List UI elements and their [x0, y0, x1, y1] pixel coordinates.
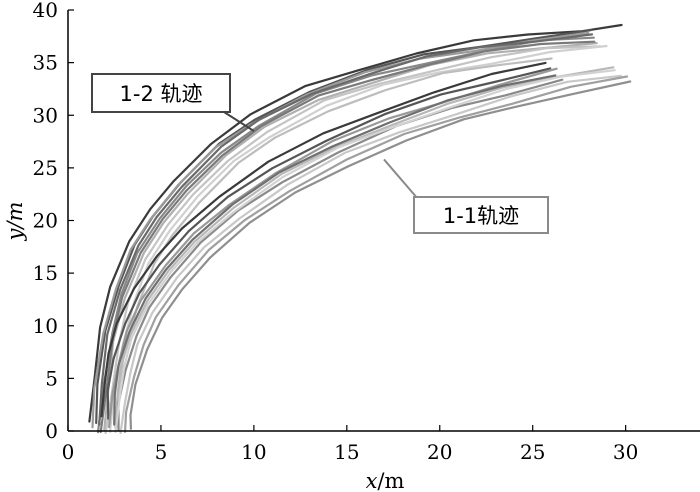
x-tick-label: 5: [155, 440, 168, 464]
x-tick-label: 20: [427, 440, 452, 464]
callout-box-2: [413, 196, 549, 234]
x-tick-label: 25: [520, 440, 545, 464]
callouts: 1-2 轨迹 1-1轨迹: [91, 73, 549, 234]
y-axis-title: y/m: [3, 202, 27, 242]
y-tick-label: 35: [33, 51, 58, 75]
trajectory-line-2-2: [106, 67, 552, 420]
axes: [67, 9, 700, 432]
trajectory-line-2-9: [114, 69, 616, 434]
callout-leader-1: [223, 111, 255, 132]
y-tick-label: 10: [33, 314, 58, 338]
trajectory-line-1-2: [95, 29, 592, 425]
x-tick-label: 10: [241, 440, 266, 464]
trajectory-line-1-7: [98, 33, 594, 426]
trajectory-line-2-1: [100, 61, 547, 418]
callout-box-1: [91, 73, 231, 113]
tick-labels: 0 5 10 15 20 25 30 0 5 10 15 20 25 30 35 40: [33, 0, 639, 464]
x-tick-label: 30: [613, 440, 638, 464]
y-axis-var: y: [3, 227, 27, 241]
x-axis-var: x: [366, 469, 378, 492]
trajectory-line-2-7: [113, 74, 557, 426]
trajectory-line-1-1: [88, 23, 623, 423]
y-tick-label: 25: [33, 156, 58, 180]
x-axis-unit: /m: [377, 469, 404, 492]
y-tick-label: 15: [33, 261, 58, 285]
trajectory-line-2-4: [114, 66, 615, 429]
trajectory-line-2-10: [129, 80, 632, 430]
y-tick-label: 0: [45, 419, 58, 443]
y-tick-label: 30: [33, 103, 58, 127]
trajectory-line-1-5: [91, 31, 590, 429]
trajectory-line-2-3: [108, 67, 558, 429]
callout-label-2: 1-1轨迹: [443, 204, 519, 228]
x-tick-label: 15: [334, 440, 359, 464]
trajectory-line-2-6: [119, 74, 622, 435]
callout-leader-2: [383, 158, 419, 200]
trajectory-line-2-8: [123, 75, 629, 433]
x-axis-title: x/m: [366, 469, 405, 492]
y-tick-label: 20: [33, 209, 58, 233]
y-axis-unit: /m: [3, 202, 27, 231]
x-tick-label: 0: [62, 440, 75, 464]
trajectory-line-1-6: [104, 45, 602, 435]
y-tick-label: 5: [45, 366, 58, 390]
y-tick-label: 40: [33, 0, 58, 22]
callout-label-1: 1-2 轨迹: [120, 82, 203, 106]
plot-series: [88, 23, 632, 435]
trajectory-line-1-4: [103, 42, 598, 431]
